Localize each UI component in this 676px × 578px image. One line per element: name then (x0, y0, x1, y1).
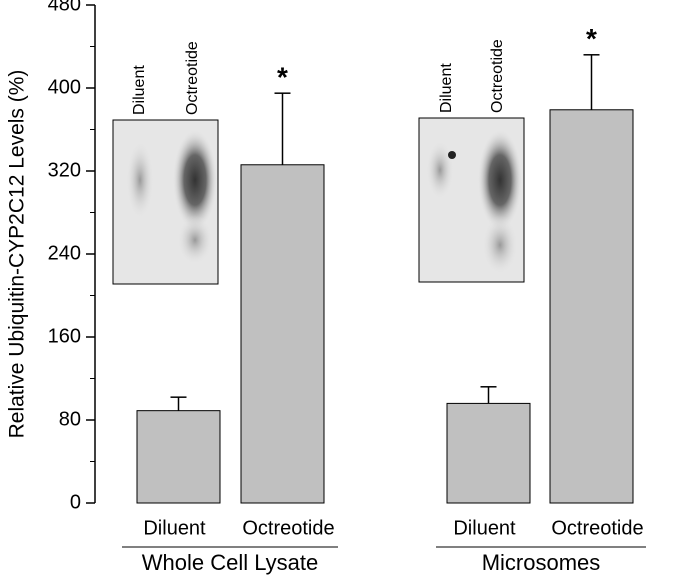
x-tick-label: Diluent (453, 517, 516, 539)
y-tick-label: 320 (48, 159, 81, 181)
y-tick-label: 400 (48, 76, 81, 98)
y-tick-label: 80 (59, 408, 81, 430)
inset-blot (112, 117, 525, 285)
y-tick-label: 240 (48, 242, 81, 264)
inset-lane-label: Octreotide (184, 41, 201, 115)
y-axis-label: Relative Ubiquitin-CYP2C12 Levels (%) (6, 70, 29, 439)
inset-lane-label: Diluent (438, 63, 455, 113)
significance-mark: * (277, 62, 288, 93)
bar (549, 109, 634, 504)
x-tick-label: Diluent (143, 517, 206, 539)
group-label: Whole Cell Lysate (142, 550, 318, 575)
y-tick-label: 480 (48, 0, 81, 15)
significance-mark: * (586, 23, 597, 54)
inset-lane-label: Octreotide (489, 39, 506, 113)
inset-lane-label: Diluent (131, 65, 148, 115)
y-tick-label: 0 (70, 491, 81, 513)
bar (446, 402, 531, 504)
x-tick-label: Octreotide (242, 517, 334, 539)
bar (136, 410, 221, 504)
y-tick-label: 160 (48, 325, 81, 347)
x-tick-label: Octreotide (551, 517, 643, 539)
bar (240, 164, 325, 504)
group-label: Microsomes (482, 550, 601, 575)
